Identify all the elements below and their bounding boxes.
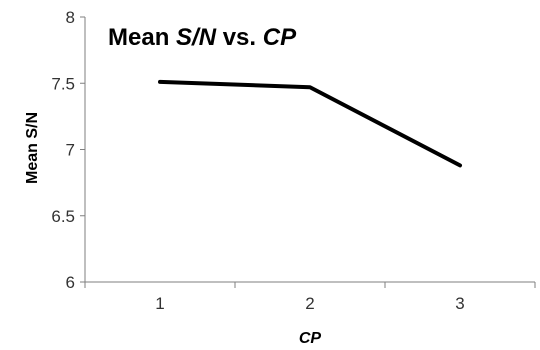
x-tick-label: 2 [305, 294, 314, 313]
series-group [158, 79, 462, 168]
chart-title-part: Mean [108, 24, 176, 51]
x-ticks: 1 2 3 [84, 282, 536, 313]
y-tick-label: 7 [66, 141, 75, 160]
x-tick-label: 1 [155, 294, 164, 313]
chart-title-part: S/N [176, 24, 217, 51]
series-line [158, 79, 462, 168]
y-tick-label: 7.5 [51, 74, 75, 93]
y-ticks: 6 6.5 7 7.5 8 [51, 8, 85, 292]
x-axis-title: CP [299, 330, 322, 347]
y-tick-label: 6 [66, 273, 75, 292]
chart-title: Mean S/N vs. CP [108, 24, 297, 51]
chart-title-part: vs. [216, 24, 263, 51]
x-tick-label: 3 [455, 294, 464, 313]
chart-title-part: CP [263, 24, 297, 51]
y-tick-label: 6.5 [51, 207, 75, 226]
y-axis-title: Mean S/N [24, 112, 41, 184]
y-tick-label: 8 [66, 8, 75, 27]
